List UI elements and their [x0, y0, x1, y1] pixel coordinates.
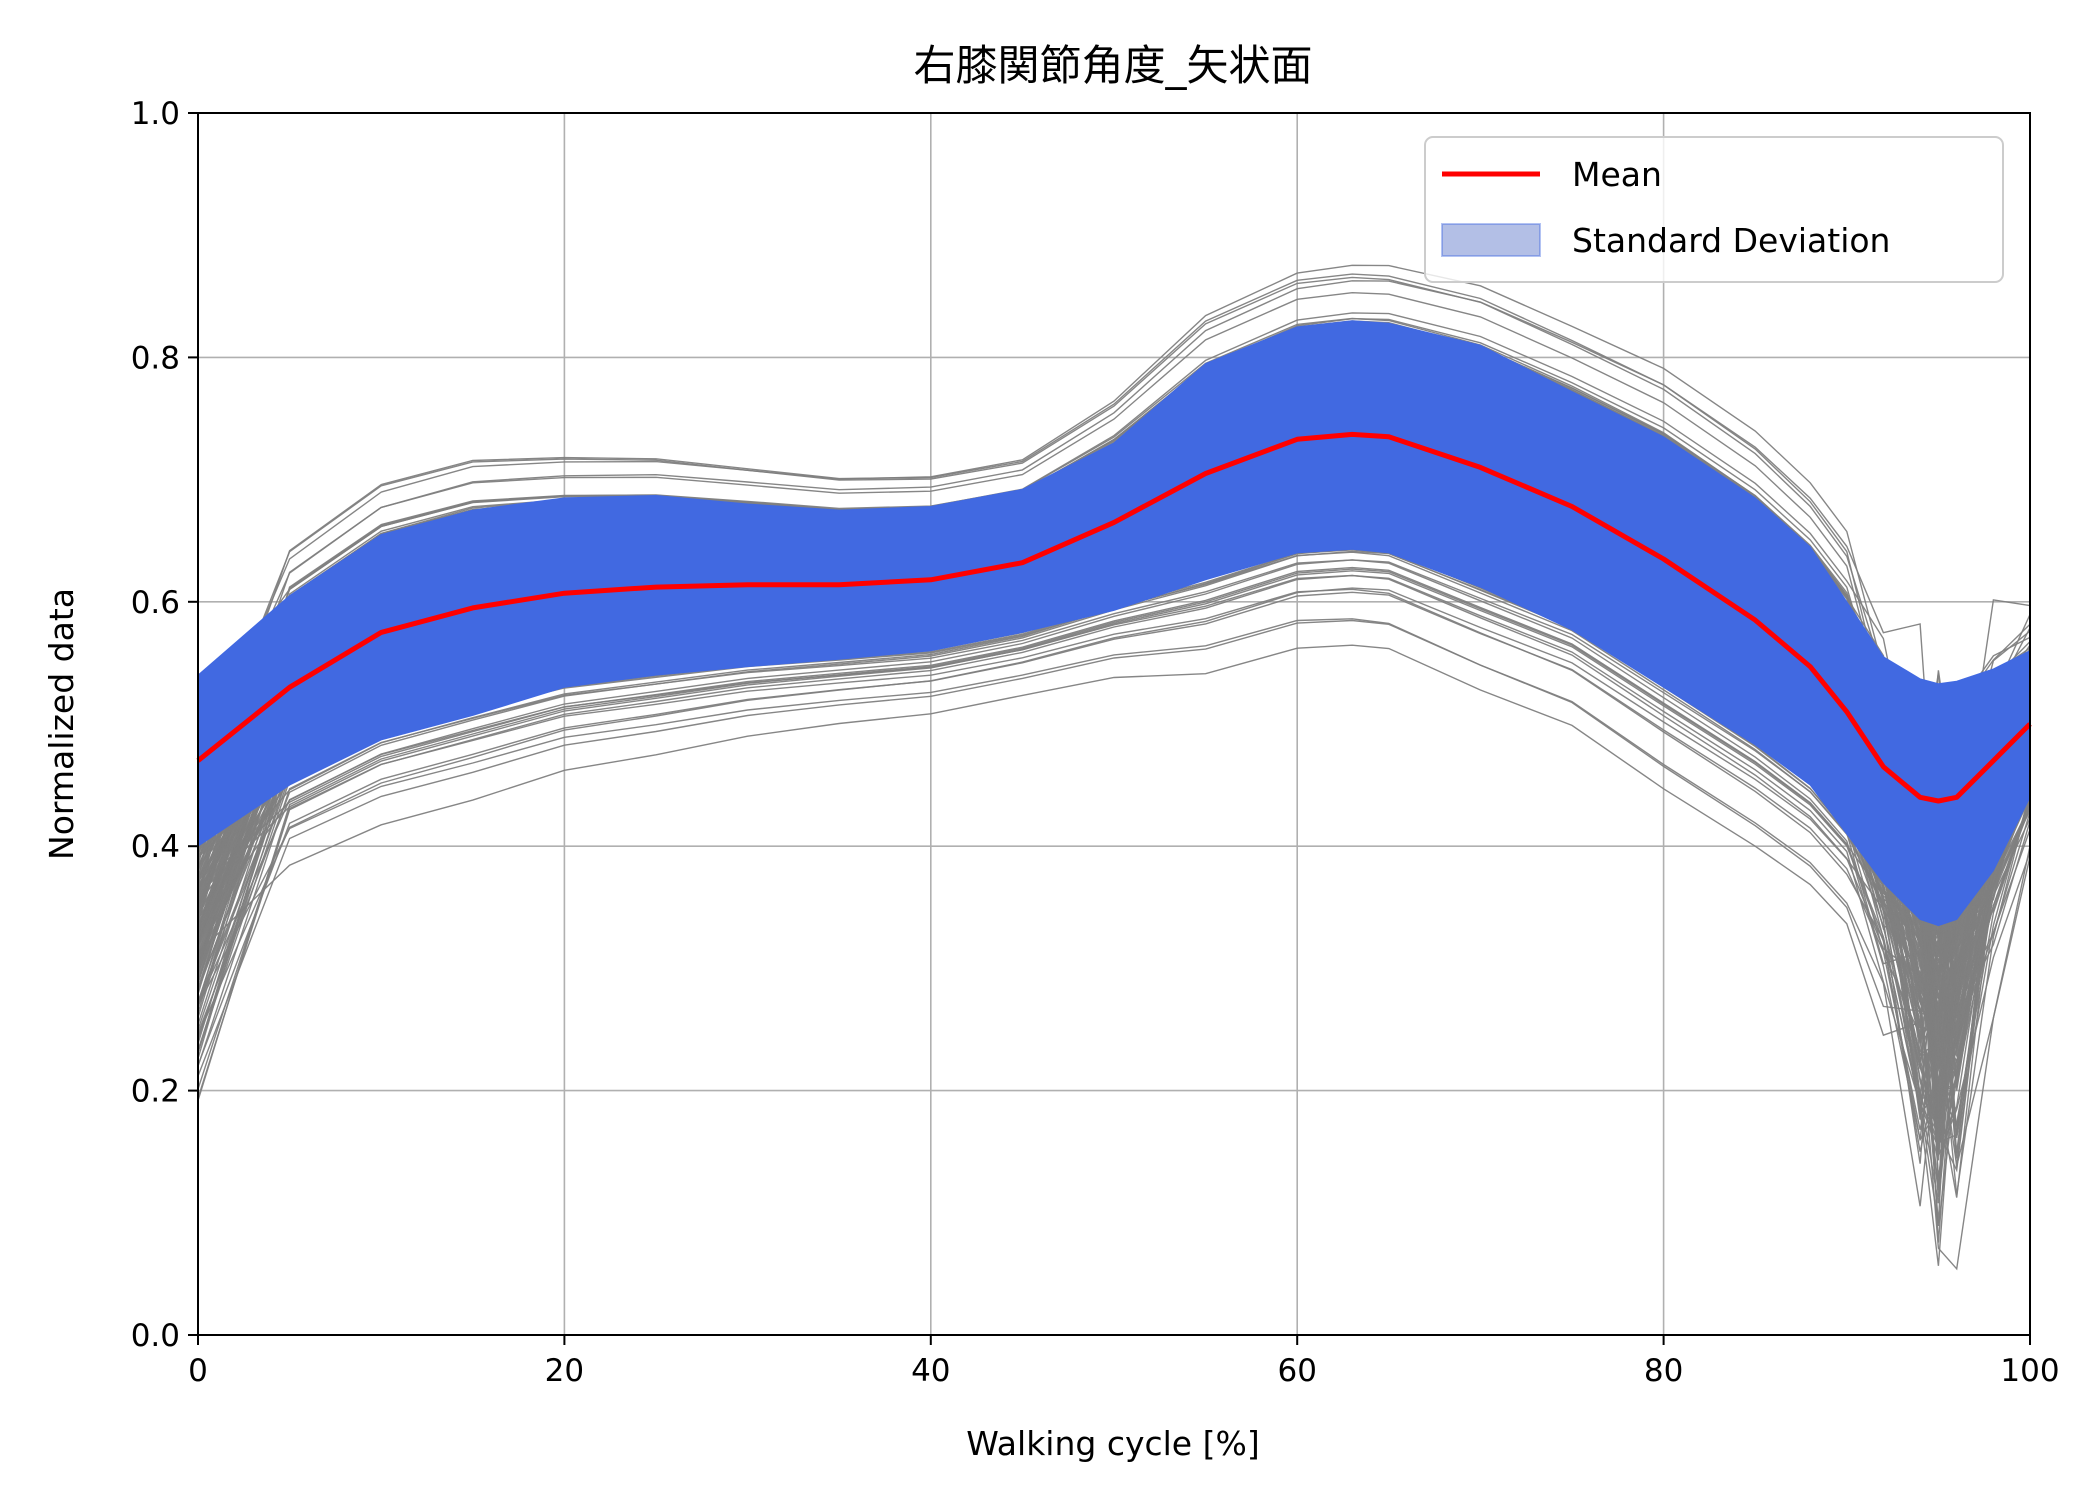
x-axis-ticks: 0 20 40 60 80 100 — [188, 1335, 2060, 1389]
y-axis-label: Normalized data — [42, 588, 81, 860]
x-tick-label: 0 — [188, 1353, 208, 1389]
y-tick-label: 0.6 — [131, 585, 180, 621]
trial-curve — [197, 619, 2031, 1207]
x-tick-label: 60 — [1277, 1353, 1316, 1389]
trial-curve — [197, 574, 2031, 1151]
trial-curve — [197, 570, 2031, 1142]
x-tick-label: 80 — [1644, 1353, 1683, 1389]
y-tick-label: 0.4 — [131, 829, 180, 865]
y-tick-label: 0.0 — [131, 1318, 180, 1354]
legend-box — [1424, 136, 2004, 283]
legend: Mean Standard Deviation — [1424, 136, 2004, 283]
legend-mean-label: Mean — [1572, 155, 1662, 194]
y-tick-label: 0.8 — [131, 340, 180, 376]
x-tick-label: 40 — [911, 1353, 950, 1389]
legend-std-swatch — [1441, 223, 1541, 257]
x-tick-label: 20 — [545, 1353, 584, 1389]
plot-frame — [197, 112, 2031, 1336]
x-axis-label: Walking cycle [%] — [966, 1424, 1259, 1463]
y-axis-ticks: 0.0 0.2 0.4 0.6 0.8 1.0 — [131, 96, 198, 1354]
chart-title: 右膝関節角度_矢状面 — [913, 41, 1312, 90]
legend-std-label: Standard Deviation — [1572, 221, 1890, 260]
y-tick-label: 0.2 — [131, 1074, 180, 1110]
trial-curve — [197, 280, 2031, 884]
x-tick-label: 100 — [2000, 1353, 2059, 1389]
trial-curve — [197, 551, 2031, 1126]
y-tick-label: 1.0 — [131, 96, 180, 132]
